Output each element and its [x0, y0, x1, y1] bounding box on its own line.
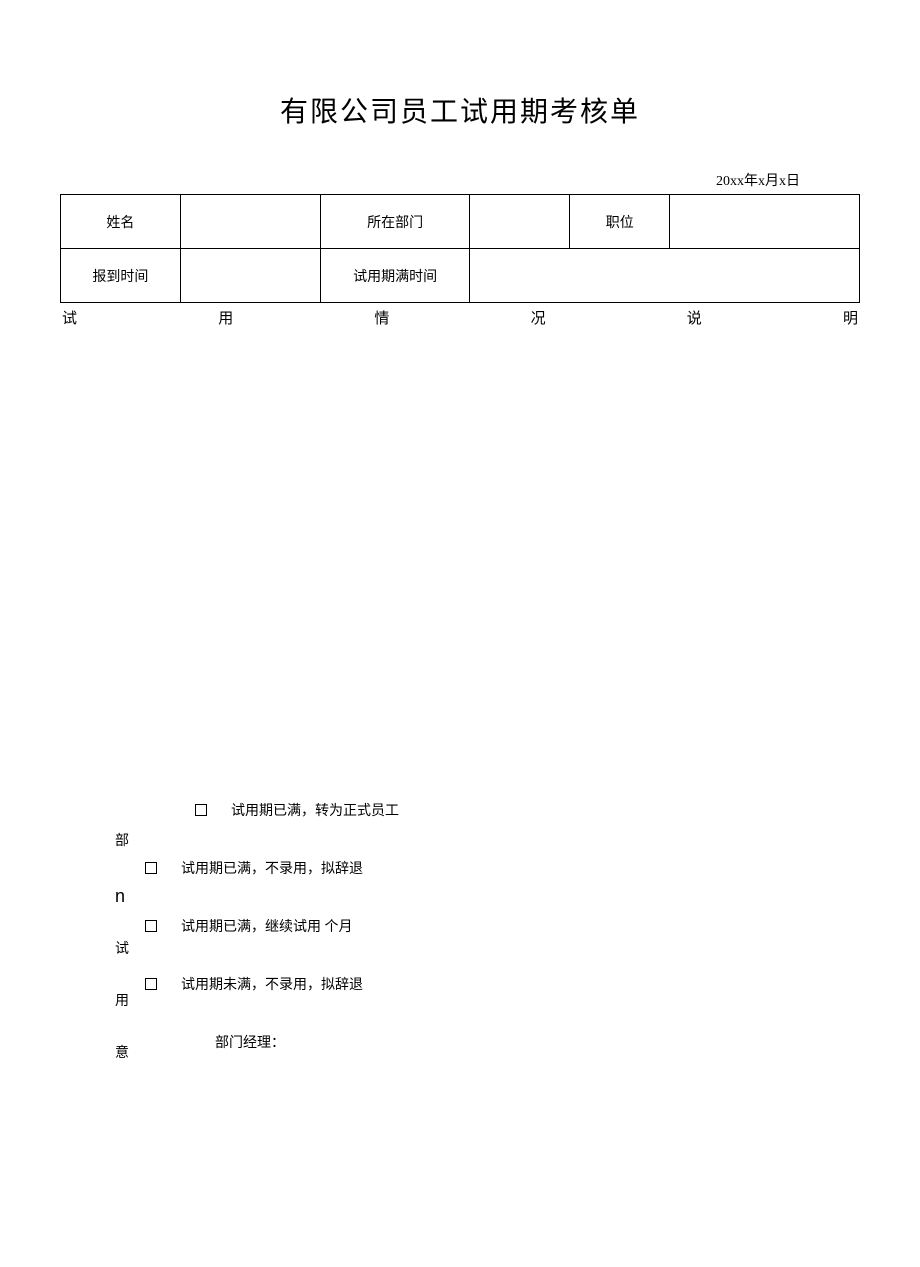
section-header: 试 用 情 况 说 明 [60, 307, 860, 328]
checkbox-icon[interactable] [145, 920, 157, 932]
label-end-time: 试用期满时间 [320, 249, 470, 303]
section-char: 明 [843, 307, 858, 328]
side-char: 试 [115, 943, 129, 957]
value-dept [470, 195, 570, 249]
page-title: 有限公司员工试用期考核单 [0, 0, 920, 170]
label-position: 职位 [570, 195, 670, 249]
option-label: 试用期已满，继续试用 个月 [181, 916, 353, 936]
section-char: 况 [531, 307, 546, 328]
option-label: 试用期已满，转为正式员工 [231, 800, 399, 820]
value-report-time [180, 249, 320, 303]
side-label: 部 n 试 用 意 [115, 835, 129, 1099]
option-label: 试用期已满，不录用，拟辞退 [181, 858, 363, 878]
manager-signature-label: 部门经理： [215, 1032, 920, 1052]
section-char: 情 [374, 307, 389, 328]
side-char: 部 [115, 835, 129, 849]
value-name [180, 195, 320, 249]
section-char: 说 [687, 307, 702, 328]
side-char: 用 [115, 995, 129, 1009]
table-row: 姓名 所在部门 职位 [61, 195, 860, 249]
label-dept: 所在部门 [320, 195, 470, 249]
option-row-2: 试用期已满，不录用，拟辞退 [145, 858, 920, 878]
checkbox-icon[interactable] [195, 804, 207, 816]
section-char: 用 [218, 307, 233, 328]
option-label: 试用期未满，不录用，拟辞退 [181, 974, 363, 994]
option-row-4: 试用期未满，不录用，拟辞退 [145, 974, 920, 994]
value-position [670, 195, 860, 249]
section-char: 试 [62, 307, 77, 328]
form-table: 姓名 所在部门 职位 报到时间 试用期满时间 [60, 194, 860, 303]
value-end-time [470, 249, 860, 303]
option-row-1: 试用期已满，转为正式员工 [195, 800, 920, 820]
side-char: 意 [115, 1047, 129, 1061]
option-row-3: 试用期已满，继续试用 个月 [145, 916, 920, 936]
date-line: 20xx年x月x日 [0, 170, 920, 194]
lower-section: 部 n 试 用 意 试用期已满，转为正式员工 试用期已满，不录用，拟辞退 试用期… [0, 800, 920, 1052]
table-row: 报到时间 试用期满时间 [61, 249, 860, 303]
side-char: n [115, 887, 129, 905]
label-name: 姓名 [61, 195, 181, 249]
checkbox-icon[interactable] [145, 978, 157, 990]
checkbox-icon[interactable] [145, 862, 157, 874]
label-report-time: 报到时间 [61, 249, 181, 303]
